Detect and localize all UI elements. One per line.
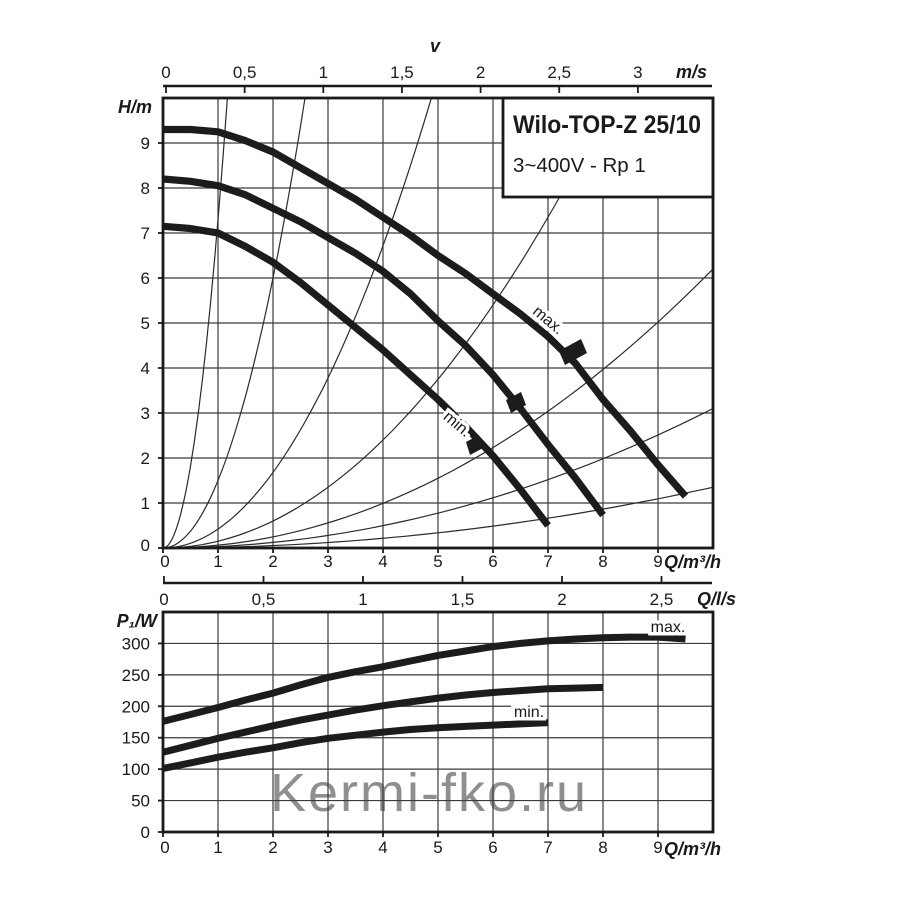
x-tick-label: 3 bbox=[323, 838, 332, 857]
y-tick-label: 50 bbox=[131, 792, 150, 811]
pump-model-title: Wilo-TOP-Z 25/10 bbox=[513, 111, 701, 139]
x-tick-label: 2 bbox=[268, 838, 277, 857]
velocity-tick-label: 2 bbox=[476, 63, 485, 82]
curve-min bbox=[163, 723, 548, 769]
x-tick-label: 9 bbox=[653, 838, 662, 857]
y-tick-label: 7 bbox=[141, 224, 150, 243]
y-tick-label: 0 bbox=[141, 536, 150, 555]
pump-curve-chart: v m/s 0 0,5 1 1,5 2 2,5 3 max. min. Wilo-TOP-Z… bbox=[0, 0, 900, 900]
liters-tick-label: 1 bbox=[358, 590, 367, 609]
velocity-tick-label: 1 bbox=[319, 63, 328, 82]
power-chart-grid bbox=[163, 612, 713, 832]
y-tick-label: 150 bbox=[122, 729, 150, 748]
velocity-axis: v m/s 0 0,5 1 1,5 2 2,5 3 bbox=[161, 36, 712, 93]
system-parabola bbox=[163, 80, 308, 548]
velocity-axis-ticks: 0 0,5 1 1,5 2 2,5 3 bbox=[161, 63, 712, 93]
x-tick-label: 6 bbox=[488, 552, 497, 571]
liters-tick-label: 2 bbox=[557, 590, 566, 609]
system-parabola bbox=[163, 487, 716, 548]
power-flow-chart: Kermi-fko.ru max. min. P₁/W 0 1 2 3 4 5 6 7 8 9 0 5… bbox=[117, 611, 721, 859]
title-box: Wilo-TOP-Z 25/10 3~400V - Rp 1 bbox=[503, 98, 713, 197]
x-tick-label: 8 bbox=[598, 838, 607, 857]
x-tick-label: 4 bbox=[378, 838, 387, 857]
liters-axis: 0 0,5 1 1,5 2 2,5 Q/l/s bbox=[159, 576, 736, 609]
y-tick-label: 300 bbox=[122, 634, 150, 653]
y-tick-label: 6 bbox=[141, 269, 150, 288]
x-tick-label: 2 bbox=[268, 552, 277, 571]
x-tick-label: 1 bbox=[213, 552, 222, 571]
x-tick-label: 4 bbox=[378, 552, 387, 571]
pump-voltage-subtitle: 3~400V - Rp 1 bbox=[513, 154, 646, 177]
velocity-tick-label: 0 bbox=[161, 63, 170, 82]
velocity-tick-label: 2,5 bbox=[547, 63, 571, 82]
power-axis-label: P₁/W bbox=[117, 611, 159, 631]
head-flow-chart: max. min. Wilo-TOP-Z 25/10 3~400V - Rp 1… bbox=[118, 80, 721, 572]
liters-axis-unit: Q/l/s bbox=[697, 589, 736, 609]
power-min-label: min. bbox=[514, 704, 544, 721]
power-curves bbox=[163, 637, 686, 768]
velocity-axis-title: v bbox=[430, 36, 441, 56]
head-axis-label: H/m bbox=[118, 97, 152, 117]
watermark-text: Kermi-fko.ru bbox=[270, 763, 588, 823]
x-tick-label: 3 bbox=[323, 552, 332, 571]
velocity-tick-label: 3 bbox=[633, 63, 642, 82]
flow-axis-label-top: Q/m³/h bbox=[664, 552, 721, 572]
y-tick-label: 3 bbox=[141, 404, 150, 423]
y-tick-label: 100 bbox=[122, 760, 150, 779]
x-tick-label: 1 bbox=[213, 838, 222, 857]
y-tick-label: 0 bbox=[141, 823, 150, 842]
y-tick-label: 9 bbox=[141, 134, 150, 153]
flow-axis-label-bottom: Q/m³/h bbox=[664, 839, 721, 859]
y-tick-label: 5 bbox=[141, 314, 150, 333]
x-tick-label: 8 bbox=[598, 552, 607, 571]
x-tick-label: 9 bbox=[653, 552, 662, 571]
x-tick-label: 7 bbox=[543, 838, 552, 857]
curve-max bbox=[163, 637, 686, 721]
liters-axis-ticks: 0 0,5 1 1,5 2 2,5 bbox=[159, 576, 712, 609]
pump-datasheet-figure: v m/s 0 0,5 1 1,5 2 2,5 3 max. min. Wilo-TOP-Z… bbox=[0, 0, 900, 900]
y-tick-label: 250 bbox=[122, 666, 150, 685]
power-max-label: max. bbox=[651, 619, 686, 636]
y-tick-label: 8 bbox=[141, 179, 150, 198]
x-tick-label: 0 bbox=[160, 552, 169, 571]
velocity-axis-unit: m/s bbox=[676, 62, 707, 82]
y-tick-label: 200 bbox=[122, 697, 150, 716]
velocity-tick-label: 0,5 bbox=[233, 63, 257, 82]
x-tick-label: 7 bbox=[543, 552, 552, 571]
y-tick-label: 4 bbox=[141, 359, 150, 378]
x-tick-label: 6 bbox=[488, 838, 497, 857]
liters-tick-label: 1,5 bbox=[451, 590, 475, 609]
y-tick-label: 2 bbox=[141, 449, 150, 468]
x-tick-label: 5 bbox=[433, 838, 442, 857]
system-parabola bbox=[163, 80, 437, 548]
velocity-tick-label: 1,5 bbox=[390, 63, 414, 82]
y-tick-label: 1 bbox=[141, 494, 150, 513]
x-tick-label: 5 bbox=[433, 552, 442, 571]
liters-tick-label: 2,5 bbox=[650, 590, 674, 609]
liters-tick-label: 0 bbox=[159, 590, 168, 609]
x-tick-label: 0 bbox=[160, 838, 169, 857]
liters-tick-label: 0,5 bbox=[252, 590, 276, 609]
